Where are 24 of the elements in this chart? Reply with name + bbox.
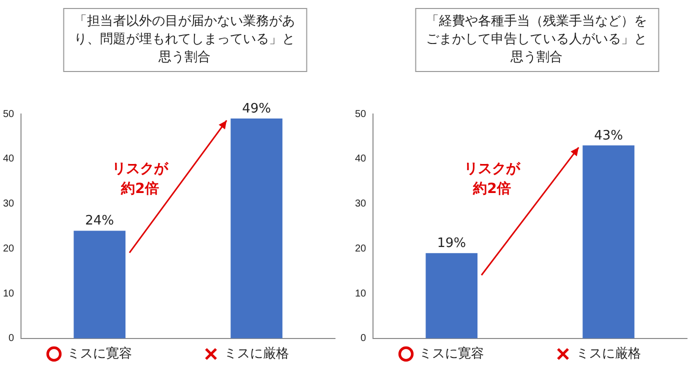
y-tick-label: 40 [3, 154, 15, 165]
data-label: 19% [437, 236, 466, 252]
y-tick-label: 10 [355, 288, 367, 300]
chart-title: 「担当者以外の目が届かない業務があり、問題が埋もれてしまっている」と思う割合 [62, 8, 307, 72]
y-tick-label: 10 [3, 288, 15, 300]
x-tick-label: ミスに厳格 [224, 346, 290, 362]
chart-title: 「経費や各種手当（残業手当など）をごまかして申告している人がいる」と思う割合 [414, 8, 659, 72]
y-tick-label: 50 [3, 108, 15, 120]
y-tick-label: 20 [355, 243, 367, 254]
y-tick-label: 30 [355, 198, 367, 210]
y-tick-label: 0 [360, 333, 367, 344]
data-label: 49% [242, 101, 271, 116]
y-tick-label: 20 [3, 243, 15, 254]
data-label: 43% [594, 128, 623, 144]
annotation: リスクが約2倍 [111, 160, 170, 199]
annotation: リスクが約2倍 [463, 160, 522, 199]
y-tick-label: 0 [8, 333, 15, 344]
x-tick-label: ミスに寛容 [67, 346, 132, 362]
x-tick-label: ミスに厳格 [576, 346, 642, 362]
data-label: 24% [85, 214, 114, 229]
y-tick-label: 30 [3, 198, 15, 210]
x-tick-label: ミスに寛容 [419, 346, 484, 362]
y-tick-label: 40 [355, 154, 367, 165]
y-tick-label: 50 [355, 108, 367, 120]
